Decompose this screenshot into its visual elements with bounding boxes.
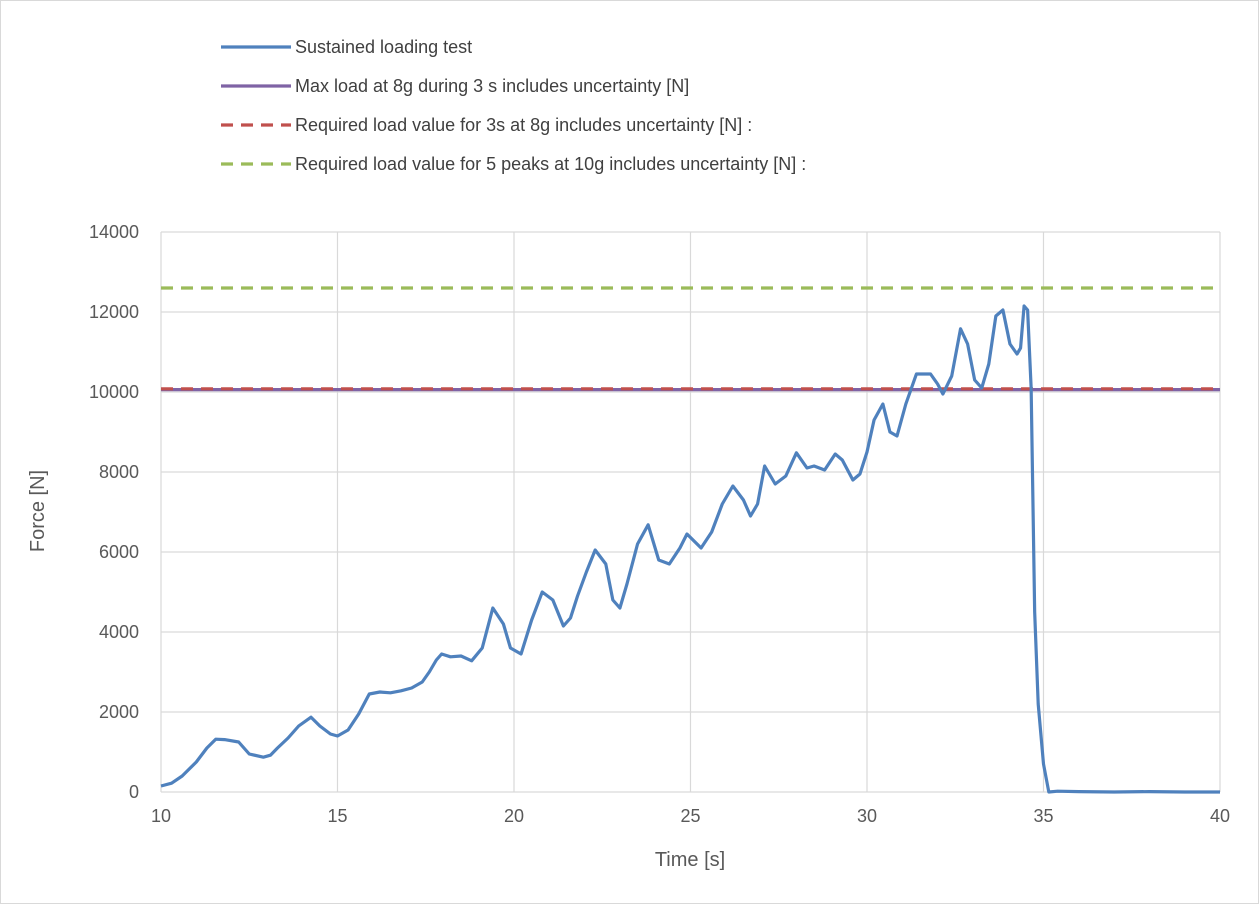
series-line-0 bbox=[160, 304, 1220, 794]
legend-label-2: Required load value for 3s at 8g include… bbox=[295, 115, 752, 135]
x-axis-title: Time [s] bbox=[655, 849, 725, 871]
legend-label-3: Required load value for 5 peaks at 10g i… bbox=[295, 154, 806, 174]
legend-label-1: Max load at 8g during 3 s includes uncer… bbox=[295, 76, 689, 96]
y-tick-label: 8000 bbox=[99, 462, 139, 482]
legend-label-0: Sustained loading test bbox=[295, 37, 472, 57]
y-tick-label: 14000 bbox=[89, 222, 139, 242]
x-tick-label: 40 bbox=[1210, 806, 1230, 826]
x-tick-label: 10 bbox=[151, 806, 171, 826]
x-axis-ticks: 10 15 20 25 30 35 40 bbox=[151, 806, 1230, 826]
y-tick-label: 4000 bbox=[99, 622, 139, 642]
series-layer bbox=[160, 286, 1220, 794]
legend: Sustained loading test Max load at 8g dur… bbox=[221, 37, 806, 174]
x-tick-label: 15 bbox=[327, 806, 347, 826]
y-tick-label: 2000 bbox=[99, 702, 139, 722]
x-tick-label: 35 bbox=[1033, 806, 1053, 826]
y-axis-title: Force [N] bbox=[27, 470, 49, 552]
y-tick-label: 0 bbox=[129, 782, 139, 802]
y-tick-label: 10000 bbox=[89, 382, 139, 402]
x-tick-label: 25 bbox=[680, 806, 700, 826]
y-axis-ticks: 0 2000 4000 6000 8000 10000 12000 14000 bbox=[89, 222, 139, 802]
gridlines bbox=[160, 231, 1221, 793]
x-tick-label: 20 bbox=[504, 806, 524, 826]
x-tick-label: 30 bbox=[857, 806, 877, 826]
y-tick-label: 12000 bbox=[89, 302, 139, 322]
y-tick-label: 6000 bbox=[99, 542, 139, 562]
